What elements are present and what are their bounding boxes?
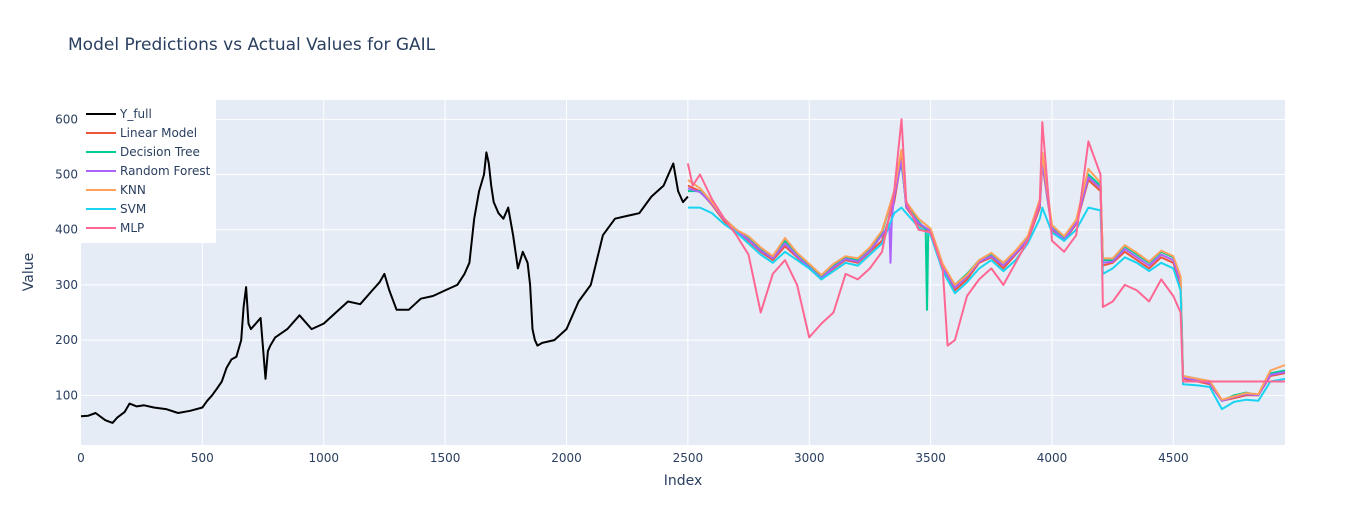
x-tick-label: 3500 <box>915 451 946 465</box>
legend-item-linear-model[interactable]: Linear Model <box>86 126 197 140</box>
legend-label: KNN <box>120 183 146 197</box>
legend-label: MLP <box>120 221 144 235</box>
x-tick-label: 3000 <box>794 451 825 465</box>
series-line-mlp <box>686 118 1285 383</box>
y-tick-label: 500 <box>55 168 78 182</box>
x-axis-title: Index <box>664 473 703 489</box>
x-tick-label: 500 <box>191 451 214 465</box>
legend-label: Linear Model <box>120 126 197 140</box>
y-axis-title: Value <box>21 253 37 291</box>
x-tick-label: 4500 <box>1158 451 1189 465</box>
series-line-random-forest <box>687 159 1286 402</box>
legend-item-svm[interactable]: SVM <box>86 202 146 216</box>
series-layer <box>80 118 1286 424</box>
x-tick-label: 2500 <box>673 451 704 465</box>
x-tick-label: 4000 <box>1037 451 1068 465</box>
legend-label: SVM <box>120 202 146 216</box>
legend[interactable]: Y_full Linear Model Decision Tree Random Fo… <box>81 100 216 243</box>
legend-item-mlp[interactable]: MLP <box>86 221 144 235</box>
legend-item-y-full[interactable]: Y_full <box>86 107 152 121</box>
series-line-y-full <box>80 151 689 424</box>
plot-background <box>81 100 1285 445</box>
y-tick-label: 200 <box>55 333 78 347</box>
chart-title: Model Predictions vs Actual Values for G… <box>68 35 436 55</box>
x-tick-label: 2000 <box>551 451 582 465</box>
y-tick-label: 300 <box>55 278 78 292</box>
x-tick-label: 1000 <box>308 451 339 465</box>
series-line-svm <box>687 206 1286 411</box>
legend-label: Random Forest <box>120 164 211 178</box>
grid <box>81 100 1285 445</box>
x-tick-label: 1500 <box>430 451 461 465</box>
y-tick-label: 600 <box>55 112 78 126</box>
x-tick-label: 0 <box>77 451 85 465</box>
y-tick-label: 100 <box>55 388 78 402</box>
legend-item-decision-tree[interactable]: Decision Tree <box>86 145 200 159</box>
legend-label: Y_full <box>119 107 152 121</box>
legend-item-knn[interactable]: KNN <box>86 183 146 197</box>
legend-label: Decision Tree <box>120 145 200 159</box>
tick-labels: 0 500 1000 1500 2000 2500 3000 3500 4000 4500 100 2… <box>55 112 1189 465</box>
legend-item-random-forest[interactable]: Random Forest <box>86 164 211 178</box>
y-tick-label: 400 <box>55 223 78 237</box>
